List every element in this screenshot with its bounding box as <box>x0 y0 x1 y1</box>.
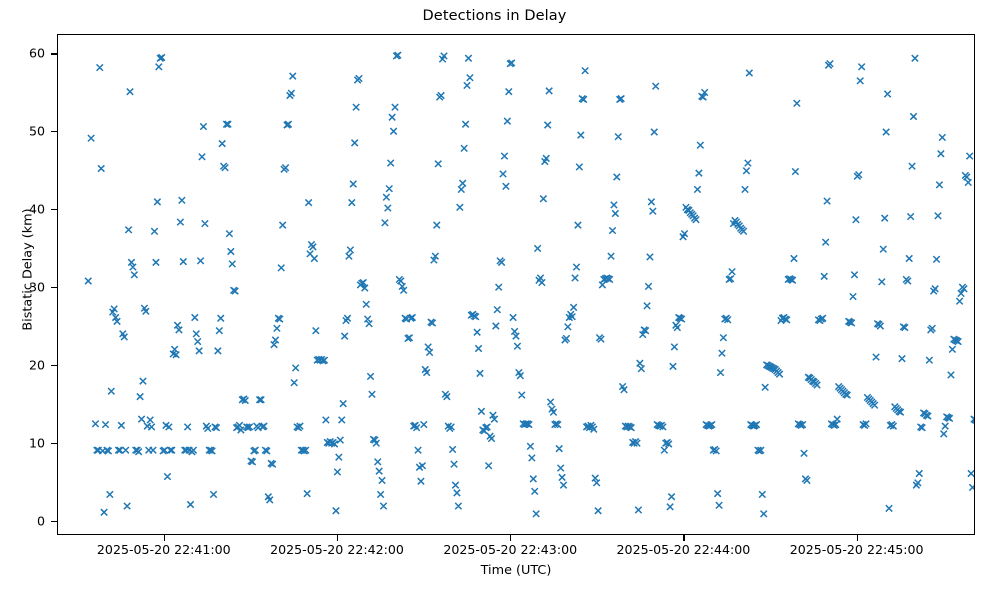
y-tick-label: 30 <box>28 279 45 295</box>
y-tick-label: 20 <box>28 357 45 373</box>
x-tick-mark <box>337 535 339 541</box>
y-axis-label: Bistatic Delay (km) <box>20 208 36 331</box>
y-tick-mark <box>51 443 57 445</box>
x-tick-label: 2025-05-20 22:43:00 <box>443 542 578 557</box>
scatter-points <box>84 51 974 518</box>
x-tick-mark <box>510 535 512 541</box>
y-tick-label: 10 <box>28 435 45 451</box>
x-tick-mark <box>683 535 685 541</box>
x-tick-label: 2025-05-20 22:42:00 <box>270 542 404 557</box>
x-tick-label: 2025-05-20 22:45:00 <box>789 542 924 557</box>
y-tick-mark <box>51 287 57 289</box>
y-tick-label: 60 <box>28 45 45 61</box>
y-tick-label: 50 <box>28 123 45 139</box>
page-title: Detections in Delay <box>422 8 567 24</box>
x-axis-label: Time (UTC) <box>480 563 552 578</box>
y-tick-mark <box>51 520 57 523</box>
plot-area[interactable] <box>57 34 975 535</box>
y-tick-mark <box>51 365 57 367</box>
x-tick-label: 2025-05-20 22:44:00 <box>616 542 751 557</box>
y-tick-label: 40 <box>28 201 45 217</box>
x-tick-mark <box>163 535 165 541</box>
y-tick-label: 0 <box>36 513 45 529</box>
y-axis-tick-labels: 0 10 20 30 40 50 60 <box>0 0 45 590</box>
y-tick-mark <box>51 209 57 211</box>
y-tick-mark <box>51 53 57 55</box>
x-tick-mark <box>856 535 858 541</box>
x-tick-label: 2025-05-20 22:41:00 <box>96 542 231 557</box>
scatter-series <box>84 51 974 518</box>
y-tick-mark <box>51 131 57 133</box>
